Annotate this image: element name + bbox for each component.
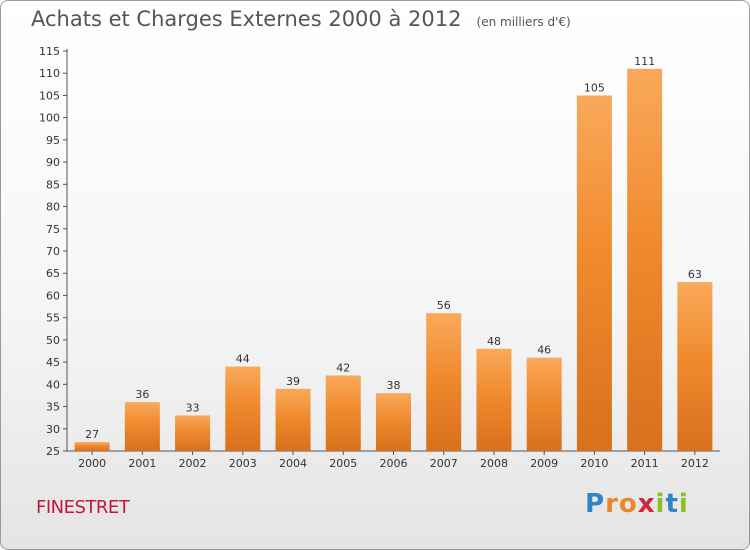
logo-letter: r xyxy=(605,489,619,519)
y-tick-label: 30 xyxy=(46,423,60,436)
y-tick-label: 90 xyxy=(46,156,60,169)
data-label-2011: 111 xyxy=(634,55,655,68)
bar-2001 xyxy=(124,402,160,451)
logo-letter: t xyxy=(665,489,679,519)
bar-2000 xyxy=(74,442,110,451)
bar-2006 xyxy=(376,393,411,451)
axes: 25 30 35 40 45 50 55 60 65 70 75 80 85 90 95 100 105 110 1… xyxy=(39,45,720,470)
data-label-2003: 44 xyxy=(236,353,250,366)
bar-2005 xyxy=(325,375,361,451)
y-tick-label: 105 xyxy=(39,89,60,102)
x-tick-label: 2002 xyxy=(179,457,207,470)
y-tick-label: 35 xyxy=(46,401,60,414)
y-tick-label: 95 xyxy=(46,134,60,147)
x-tick-label: 2010 xyxy=(580,457,608,470)
y-tick-label: 75 xyxy=(46,223,60,236)
data-labels: 27 36 33 44 39 42 38 56 48 46 105 111 63 xyxy=(85,55,702,441)
bar-2012 xyxy=(677,282,713,451)
y-tick-label: 85 xyxy=(46,178,60,191)
logo-letter: i xyxy=(655,489,666,519)
chart-subtitle: (en milliers d'€) xyxy=(476,15,571,29)
proxiti-logo: Proxiti xyxy=(585,489,689,519)
bar-2008 xyxy=(476,348,512,451)
data-label-2012: 63 xyxy=(688,268,702,281)
x-tick-label: 2004 xyxy=(279,457,307,470)
y-tick-label: 55 xyxy=(46,312,60,325)
bars xyxy=(74,68,713,452)
x-tick-label: 2000 xyxy=(78,457,106,470)
data-label-2005: 42 xyxy=(336,361,350,374)
y-tick-label: 25 xyxy=(46,445,60,458)
data-label-2008: 48 xyxy=(487,335,501,348)
logo-letter: o xyxy=(618,489,638,519)
data-label-2001: 36 xyxy=(135,388,149,401)
y-tick-label: 45 xyxy=(46,356,60,369)
x-tick-label: 2011 xyxy=(631,457,659,470)
y-tick-label: 60 xyxy=(46,289,60,302)
data-label-2004: 39 xyxy=(286,375,300,388)
y-tick-label: 115 xyxy=(39,45,60,58)
logo-letter: i xyxy=(678,489,689,519)
bar-2004 xyxy=(275,388,311,451)
data-label-2007: 56 xyxy=(437,299,451,312)
y-tick-label: 110 xyxy=(39,67,60,80)
bar-2007 xyxy=(426,313,462,451)
chart-title: Achats et Charges Externes 2000 à 2012 xyxy=(31,7,462,31)
title-row: Achats et Charges Externes 2000 à 2012 (… xyxy=(31,7,571,31)
bar-2009 xyxy=(526,357,562,451)
y-tick-label: 40 xyxy=(46,378,60,391)
bar-2003 xyxy=(225,366,261,451)
data-label-2002: 33 xyxy=(186,401,200,414)
x-tick-label: 2009 xyxy=(530,457,558,470)
x-tick-label: 2008 xyxy=(480,457,508,470)
y-tick-label: 65 xyxy=(46,267,60,280)
logo-letter: x xyxy=(637,489,656,519)
x-tick-label: 2006 xyxy=(380,457,408,470)
data-label-2009: 46 xyxy=(537,344,551,357)
x-tick-label: 2005 xyxy=(329,457,357,470)
bar-2002 xyxy=(175,415,211,451)
data-label-2000: 27 xyxy=(85,428,99,441)
y-tick-label: 50 xyxy=(46,334,60,347)
x-tick-label: 2012 xyxy=(681,457,709,470)
data-label-2010: 105 xyxy=(584,81,605,94)
bar-2010 xyxy=(576,95,612,451)
data-label-2006: 38 xyxy=(387,379,401,392)
y-tick-label: 80 xyxy=(46,201,60,214)
x-tick-label: 2003 xyxy=(229,457,257,470)
x-tick-label: 2007 xyxy=(430,457,458,470)
y-tick-label: 100 xyxy=(39,112,60,125)
y-tick-label: 70 xyxy=(46,245,60,258)
x-tick-label: 2001 xyxy=(128,457,156,470)
commune-name: FINESTRET xyxy=(36,497,130,518)
logo-letter: P xyxy=(585,489,606,519)
bar-2011 xyxy=(627,68,663,452)
